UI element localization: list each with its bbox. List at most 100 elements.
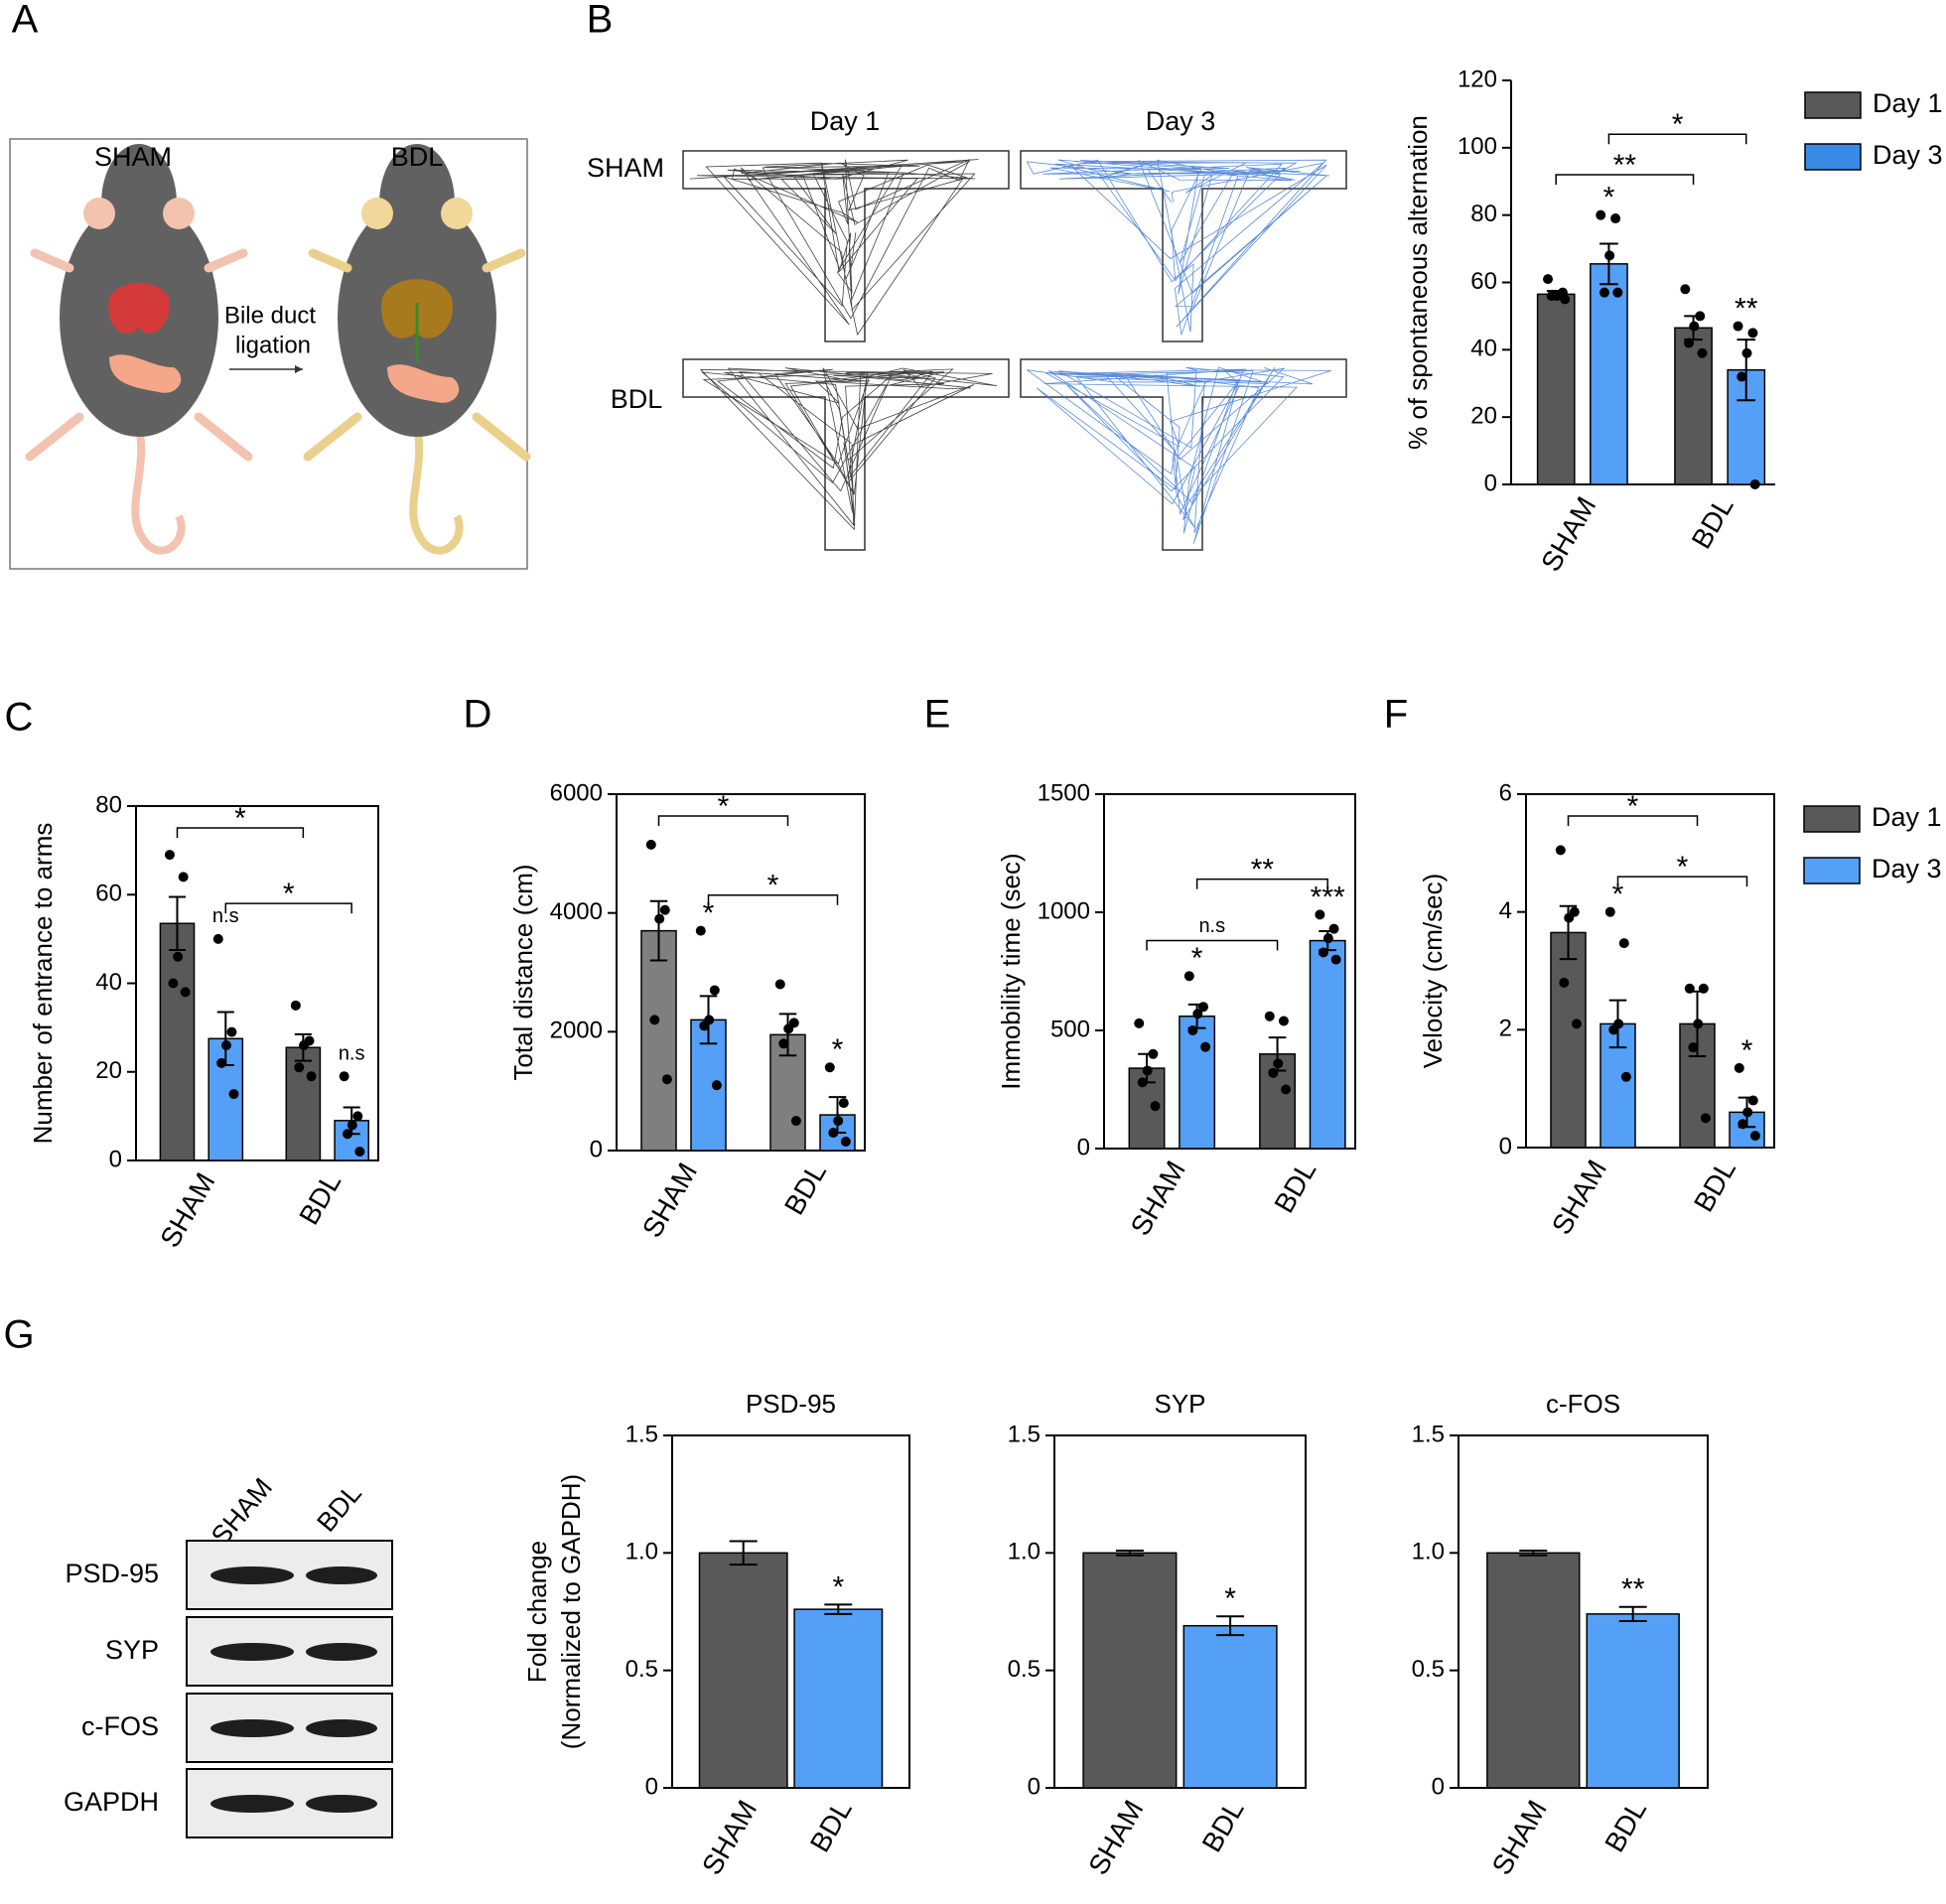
data-point <box>1187 1025 1198 1035</box>
x-tick-label: BDL <box>1598 1795 1652 1857</box>
data-point <box>699 1020 710 1031</box>
significance-mark: * <box>1191 942 1203 975</box>
data-point <box>838 1098 849 1109</box>
bar <box>1179 1015 1216 1150</box>
data-point <box>1749 1131 1760 1142</box>
data-point <box>212 933 223 944</box>
data-point <box>1604 906 1615 917</box>
data-point <box>1737 371 1747 382</box>
data-point <box>1741 347 1752 358</box>
error-bar <box>778 1013 797 1057</box>
chart: 0 2000 4000 6000 SHAM BDL * * * * Total distance (… <box>508 779 866 1243</box>
y-tick-label: 0 <box>590 1136 603 1162</box>
data-point <box>180 987 191 998</box>
data-point <box>1700 1113 1711 1124</box>
bar <box>793 1608 884 1789</box>
data-point <box>1564 912 1575 923</box>
data-point <box>833 1116 844 1127</box>
data-point <box>840 1137 851 1148</box>
bar <box>1082 1552 1178 1789</box>
y-tick-label: 500 <box>1050 1016 1090 1042</box>
maze-trace <box>699 367 998 531</box>
plot-frame <box>1103 793 1356 1150</box>
data-point <box>226 1026 237 1037</box>
x-tick-label: SHAM <box>1546 1155 1612 1240</box>
legend-swatch <box>1804 143 1862 171</box>
x-tick-label: BDL <box>1196 1795 1250 1857</box>
y-tick-label: 1.5 <box>1412 1421 1445 1447</box>
chart-title: c-FOS <box>1546 1389 1620 1419</box>
x-tick-label: BDL <box>1686 491 1739 554</box>
data-point <box>1742 1107 1753 1118</box>
maze-trace <box>1027 366 1331 544</box>
bracket-label: n.s <box>1198 915 1225 937</box>
bar <box>1536 293 1576 485</box>
data-point <box>1695 311 1706 322</box>
maze-row-label: SHAM <box>587 153 664 183</box>
data-point <box>294 1062 305 1073</box>
x-tick-label: BDL <box>1688 1155 1741 1217</box>
data-point <box>824 1062 835 1073</box>
data-point <box>1137 1077 1148 1088</box>
bracket-label: * <box>1677 851 1689 884</box>
x-tick-label: SHAM <box>1486 1795 1553 1880</box>
data-point <box>1571 1019 1582 1029</box>
maze-column-label: Day 1 <box>810 106 881 136</box>
data-point <box>1680 284 1691 295</box>
x-tick-label: SHAM <box>1082 1795 1149 1880</box>
y-tick-label: 0.5 <box>626 1656 658 1683</box>
x-tick-label: SHAM <box>696 1795 763 1880</box>
error-bar <box>1618 1605 1647 1622</box>
bar <box>1486 1552 1581 1789</box>
y-tick-label: 80 <box>1470 201 1497 227</box>
panel-letter: A <box>12 0 39 42</box>
y-tick-label: 1.0 <box>1008 1539 1041 1565</box>
data-point <box>1698 983 1709 994</box>
data-point <box>1315 909 1325 920</box>
bracket-label: * <box>767 870 779 902</box>
blot-row-label: c-FOS <box>81 1711 159 1741</box>
data-point <box>661 1074 672 1085</box>
data-point <box>778 1038 789 1049</box>
blot-row-label: SYP <box>105 1635 159 1665</box>
data-point <box>220 1039 231 1050</box>
significance-bracket <box>224 902 352 914</box>
chart-title: SYP <box>1154 1389 1205 1419</box>
data-point <box>1543 274 1554 285</box>
data-point <box>1749 479 1760 489</box>
y-tick-label: 2 <box>1499 1016 1512 1042</box>
y-tick-label: 0.5 <box>1412 1656 1445 1683</box>
data-point <box>1693 1019 1704 1029</box>
legend-label: Day 1 <box>1872 802 1942 832</box>
data-point <box>178 872 189 883</box>
error-bar <box>1115 1549 1144 1557</box>
significance-bracket <box>1607 133 1747 145</box>
y-tick-label: 120 <box>1458 66 1497 92</box>
data-point <box>1738 1119 1748 1130</box>
significance-mark: * <box>832 1033 844 1066</box>
y-tick-label: 1.0 <box>1412 1539 1445 1565</box>
x-tick-label: SHAM <box>1125 1156 1191 1241</box>
bar <box>640 929 677 1152</box>
legend-label: Day 1 <box>1873 88 1943 118</box>
y-tick-label: 0 <box>1499 1133 1512 1159</box>
group-label: BDL <box>391 142 444 172</box>
data-point <box>1148 1048 1159 1059</box>
blot-band <box>210 1795 294 1813</box>
lane-label: SHAM <box>206 1472 278 1551</box>
arrow-head <box>295 365 303 373</box>
bracket-label: ** <box>1251 854 1275 886</box>
significance-bracket <box>707 893 839 905</box>
data-point <box>354 1147 365 1157</box>
data-point <box>783 1023 794 1034</box>
data-point <box>173 951 184 962</box>
x-tick-label: SHAM <box>1535 491 1601 577</box>
panel-letter: C <box>5 696 34 740</box>
data-point <box>654 913 665 924</box>
data-point <box>1618 938 1629 949</box>
significance-mark: ** <box>1735 293 1758 326</box>
y-axis-title: Total distance (cm) <box>508 864 538 1080</box>
